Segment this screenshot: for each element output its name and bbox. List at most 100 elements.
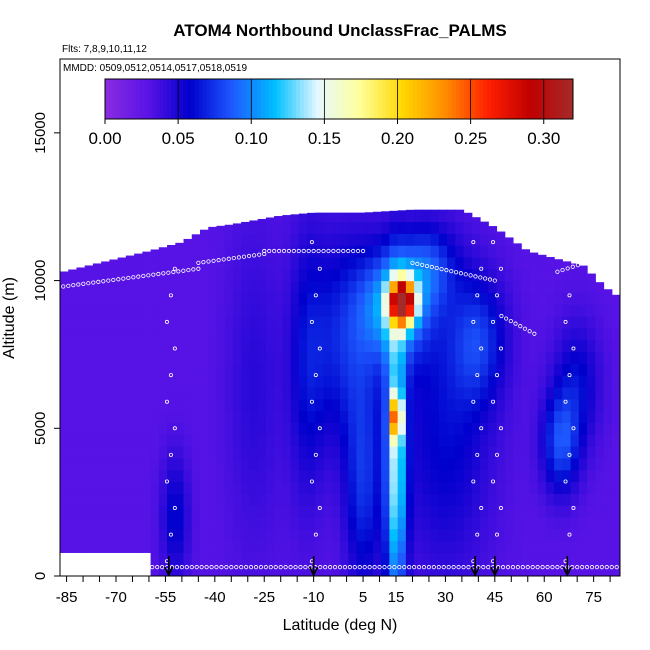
heatmap-cell (92, 304, 102, 317)
sample-point (226, 256, 231, 261)
sample-point (475, 373, 480, 378)
sample-point (555, 565, 560, 570)
heatmap-cell (570, 386, 580, 400)
heatmap-cell (496, 540, 506, 553)
heatmap-cell (76, 386, 86, 400)
colorbar-segment (444, 79, 449, 119)
colorbar-segment (432, 79, 437, 119)
colorbar-segment (233, 79, 239, 119)
heatmap-cell (224, 552, 234, 565)
heatmap-cell (455, 386, 465, 400)
heatmap-cell (175, 552, 185, 565)
heatmap-cell (529, 552, 539, 565)
x-tick-label: -40 (204, 589, 226, 606)
heatmap-cell (216, 256, 226, 270)
heatmap-cell (381, 422, 391, 435)
heatmap-cell (562, 351, 572, 364)
heatmap-cell (323, 552, 333, 565)
heatmap-cell (84, 292, 94, 305)
heatmap-cell (364, 457, 374, 471)
heatmap-cell (307, 339, 316, 353)
sample-point (331, 248, 336, 254)
heatmap-cell (208, 552, 218, 565)
heatmap-cell (92, 398, 102, 412)
heatmap-cell (167, 469, 176, 483)
colorbar-segment (537, 79, 543, 119)
heatmap-cell (463, 516, 473, 530)
colorbar-segment (370, 79, 375, 119)
heatmap-cell (587, 457, 596, 471)
heatmap-cell (405, 209, 415, 223)
heatmap-cell (167, 268, 176, 282)
heatmap-cell (447, 446, 456, 459)
heatmap-cell (315, 457, 325, 471)
heatmap-cell (84, 457, 94, 471)
sample-point (513, 321, 518, 326)
heatmap-cell (101, 261, 111, 270)
heatmap-cell (109, 422, 119, 435)
heatmap-cell (529, 481, 539, 494)
heatmap-cell (265, 528, 275, 542)
x-tick-label: 45 (486, 589, 503, 606)
heatmap-cell (60, 292, 69, 305)
heatmap-cell (603, 469, 613, 483)
heatmap-cell (282, 528, 292, 542)
heatmap-cell (537, 351, 547, 364)
heatmap-cell (611, 398, 620, 412)
heatmap-cell (397, 540, 407, 553)
heatmap-cell (84, 505, 94, 518)
heatmap-cell (274, 316, 283, 329)
heatmap-cell (183, 339, 193, 353)
heatmap-cell (471, 434, 481, 447)
heatmap-cell (134, 304, 143, 317)
heatmap-cell (562, 410, 572, 423)
heatmap-cell (570, 263, 580, 270)
heatmap-cell (578, 505, 588, 518)
sample-point (253, 565, 259, 570)
colorbar-segment (214, 79, 219, 119)
heatmap-cell (463, 212, 473, 223)
heatmap-cell (537, 363, 547, 376)
heatmap-cell (224, 434, 234, 447)
heatmap-cell (241, 410, 251, 423)
sample-point (317, 506, 322, 511)
heatmap-cell (241, 481, 251, 494)
heatmap-cell (480, 363, 489, 376)
sample-point (184, 565, 189, 570)
heatmap-cell (397, 210, 407, 223)
x-axis: -85 -70 -55 -40 -25 -10 5 15 30 45 60 75 (56, 576, 611, 606)
heatmap-cell (389, 280, 399, 293)
heatmap-cell (512, 505, 522, 518)
colorbar-segment (417, 79, 422, 119)
sample-point (309, 319, 314, 324)
heatmap-cell (175, 481, 185, 494)
heatmap-cell (397, 375, 407, 388)
heatmap-cell (554, 564, 563, 576)
colorbar-segment (179, 79, 184, 119)
heatmap-cell (249, 552, 259, 565)
sample-point (346, 248, 351, 254)
heatmap-cell (150, 481, 160, 494)
heatmap-cell (405, 245, 415, 258)
sample-point (181, 268, 186, 273)
y-tick-label: 5000 (32, 412, 49, 445)
heatmap-cell (480, 516, 489, 530)
heatmap-cell (455, 351, 465, 364)
heatmap-cell (307, 552, 316, 565)
heatmap-cell (554, 410, 563, 423)
heatmap-cell (76, 434, 86, 447)
heatmap-cell (167, 363, 176, 376)
heatmap-cell (529, 422, 539, 435)
heatmap-cell (232, 422, 242, 435)
heatmap-cell (92, 410, 102, 423)
heatmap-cell (537, 327, 547, 341)
heatmap-cell (570, 457, 580, 471)
heatmap-cell (430, 552, 440, 565)
heatmap-cell (578, 327, 588, 341)
heatmap-cell (562, 292, 572, 305)
heatmap-cell (340, 564, 349, 576)
sample-point (85, 565, 91, 570)
heatmap-cell (232, 493, 242, 506)
heatmap-cell (125, 446, 135, 459)
heatmap-cell (578, 280, 588, 293)
